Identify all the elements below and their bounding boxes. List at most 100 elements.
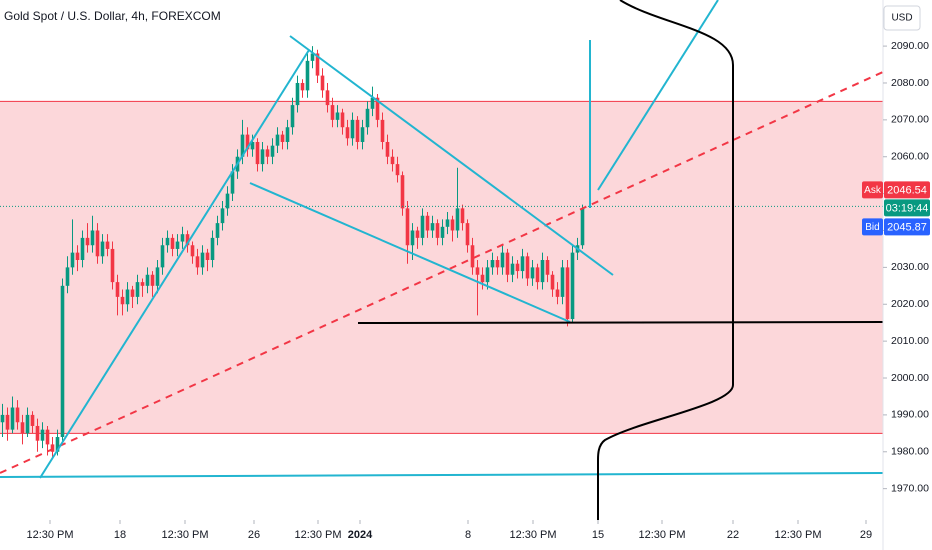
y-tick-label: 2010.00 (891, 335, 929, 347)
y-tick-label: 1990.00 (891, 409, 929, 421)
x-tick-label: 2024 (348, 529, 373, 541)
candle-body (135, 282, 140, 297)
price-axis (883, 0, 932, 550)
candle-body (200, 252, 205, 268)
candle-body (175, 241, 180, 249)
candle-body (545, 260, 550, 275)
candle-body (100, 241, 105, 257)
candle-body (150, 274, 155, 286)
candle-body (330, 105, 335, 120)
candle-body (495, 260, 500, 268)
candle-body (140, 282, 145, 286)
candle-body (65, 267, 70, 286)
candle-body (25, 414, 30, 434)
candle-body (160, 245, 165, 268)
candle-body (45, 429, 50, 445)
candle-body (230, 171, 235, 194)
x-tick-label: 12:30 PM (509, 529, 556, 541)
candle-body (395, 164, 400, 176)
candle-body (450, 219, 455, 231)
candle-body (70, 252, 75, 268)
candle-body (0, 414, 5, 423)
candle-body (500, 252, 505, 268)
currency-box (883, 5, 921, 31)
candle-body (280, 134, 285, 142)
candle-body (75, 252, 80, 260)
candle-body (255, 141, 260, 165)
currency: USD (891, 13, 912, 24)
zone (0, 101, 883, 434)
candle-body (560, 267, 565, 297)
candle-body (180, 234, 185, 242)
candle-body (455, 208, 460, 231)
bid-box (884, 218, 930, 236)
level-line (357, 321, 884, 324)
candle-body (205, 252, 210, 260)
drawings (0, 0, 884, 520)
candle-body (190, 245, 195, 257)
candle-body (385, 141, 390, 157)
candle-body (10, 407, 15, 430)
candle-body (410, 230, 415, 246)
candle-body (80, 237, 85, 260)
candle-body (540, 260, 545, 283)
y-tick-label: 2020.00 (891, 298, 929, 310)
ask-tag (862, 181, 883, 199)
candle-body (350, 119, 355, 139)
candle-body (460, 208, 465, 224)
candle-body (530, 267, 535, 279)
candle-body (580, 208, 585, 246)
candle-body (215, 223, 220, 238)
candle-body (55, 437, 60, 452)
x-tick-label: 12:30 PM (294, 529, 341, 541)
countdown-box (884, 199, 930, 217)
y-tick-label: 2070.00 (891, 114, 929, 126)
candle-body (165, 237, 170, 246)
candle-body (345, 127, 350, 139)
candle-body (335, 112, 340, 120)
candle-body (445, 219, 450, 227)
time-axis (0, 520, 932, 550)
bid-tag (862, 218, 883, 236)
countdown: 03:19:44 (886, 202, 929, 214)
candle-body (155, 267, 160, 286)
candle-body (485, 267, 490, 283)
candle-body (430, 223, 435, 231)
candle-body (300, 82, 305, 91)
candle-body (285, 127, 290, 142)
candle-body (170, 237, 175, 249)
candle-body (380, 119, 385, 142)
candle-body (125, 289, 130, 305)
candle-body (570, 252, 575, 320)
y-tick-label: 2060.00 (891, 151, 929, 163)
y-tick-label: 1970.00 (891, 482, 929, 494)
wedge-line (39, 49, 310, 479)
candle-body (405, 208, 410, 246)
y-tick-label: 2030.00 (891, 261, 929, 273)
candle-body (120, 296, 125, 305)
candle-body (30, 414, 35, 426)
candle-body (105, 241, 110, 249)
x-tick-label: 15 (592, 529, 604, 541)
candle-body (425, 215, 430, 231)
candle-body (250, 141, 255, 150)
profile-curve (597, 0, 734, 520)
ask-tag-text: Ask (864, 185, 882, 196)
candle-body (535, 267, 540, 283)
x-tick-label: 12:30 PM (638, 529, 685, 541)
candle-body (390, 156, 395, 165)
candle-body (490, 260, 495, 268)
candle-body (505, 252, 510, 275)
candle-body (315, 53, 320, 76)
candle-body (95, 230, 100, 257)
wedge-lower (249, 182, 571, 323)
candle-body (110, 248, 115, 283)
candle-body (195, 256, 200, 268)
x-tick-label: 18 (114, 529, 126, 541)
candle-body (340, 112, 345, 128)
candle-body (520, 256, 525, 272)
ask-value: 2046.54 (887, 184, 927, 196)
candle-body (565, 267, 570, 320)
candle-body (415, 230, 420, 238)
y-tick-label: 2090.00 (891, 40, 929, 52)
